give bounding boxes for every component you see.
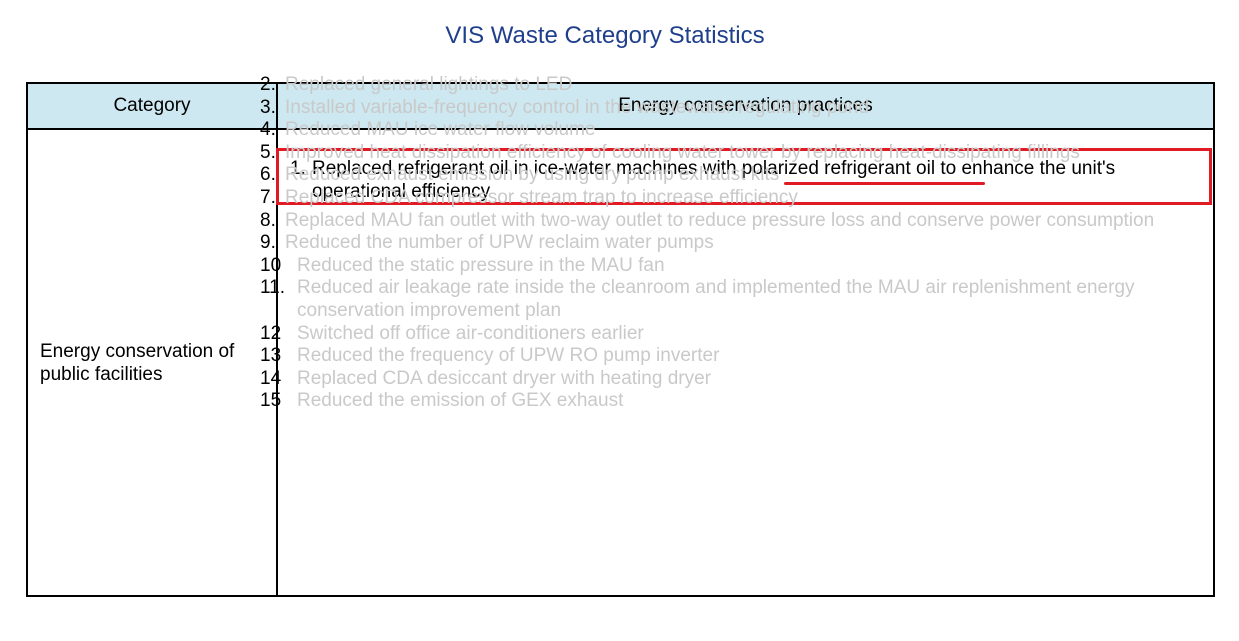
category-cell: Energy conservation of public facilities <box>40 341 235 385</box>
table-header-row: Category Energy conservation practices <box>28 84 1213 130</box>
practice-item: 3. Installed variable-frequency control i… <box>260 96 870 118</box>
practice-text: Replaced refrigerant oil in ice-water ma… <box>312 158 1116 202</box>
statistics-table: Category Energy conservation practices E… <box>26 82 1215 597</box>
highlight-box <box>276 148 1212 205</box>
practice-item: 10 Reduced the static pressure in the MAU… <box>260 254 665 276</box>
practice-item-1: 1. Replaced refrigerant oil in ice-water… <box>290 157 1195 203</box>
practice-item: 15 Reduced the emission of GEX exhaust <box>260 390 624 412</box>
practice-number: 1. <box>290 158 306 179</box>
practice-item: 14 Replaced CDA desiccant dryer with heat… <box>260 367 711 389</box>
practice-item: 2. Replaced general lightings to LED <box>260 74 573 95</box>
red-underline <box>784 182 985 185</box>
practice-item: 6. Reduced exhaust emission by using dry … <box>260 164 780 186</box>
practice-item: 5. Improved heat dissipation efficiency o… <box>260 141 1080 163</box>
practice-item: 11. Reduced air leakage rate inside the c… <box>260 277 1135 321</box>
page-title: VIS Waste Category Statistics <box>445 22 765 49</box>
practice-item: 8. Replaced MAU fan outlet with two-way o… <box>260 209 1155 231</box>
practice-item: 4. Reduced MAU ice water flow volume <box>260 119 596 141</box>
practice-item: 7. Replaced CDA compressor stream trap to… <box>260 186 798 208</box>
practice-item: 12 Switched off office air-conditioners e… <box>260 322 644 344</box>
practices-list: 2. Replaced general lightings to LED 3. In… <box>260 74 1160 413</box>
header-practices: Energy conservation practices <box>618 95 873 116</box>
practice-item: 9. Reduced the number of UPW reclaim wate… <box>260 232 714 254</box>
practice-item: 13 Reduced the frequency of UPW RO pump i… <box>260 345 720 367</box>
column-divider <box>276 84 278 595</box>
header-category: Category <box>113 95 191 116</box>
